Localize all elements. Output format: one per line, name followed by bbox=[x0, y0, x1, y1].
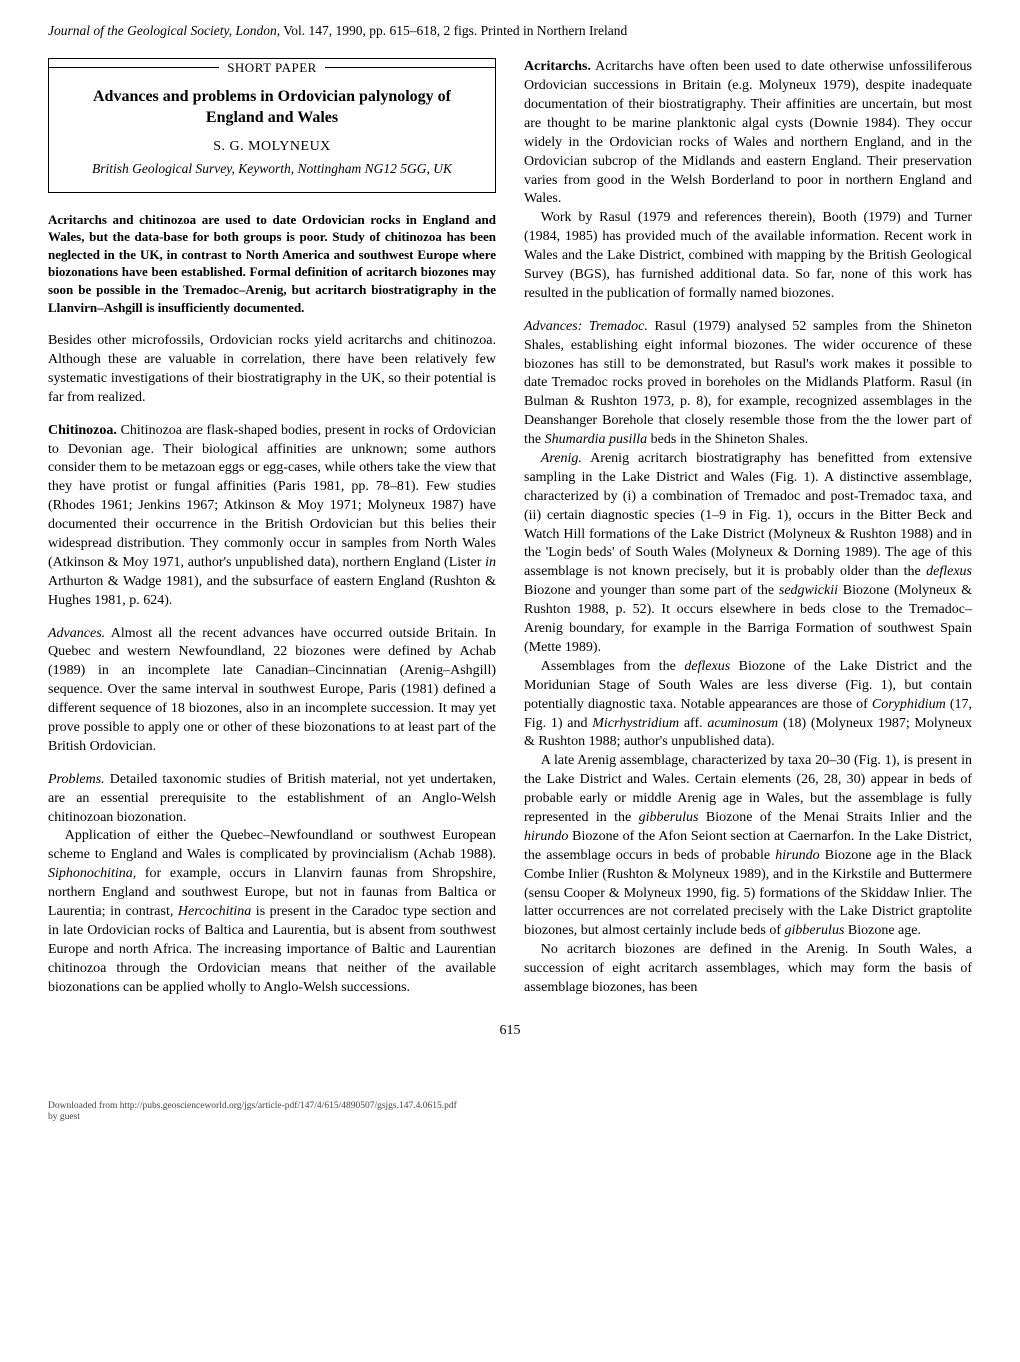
left-body: Besides other microfossils, Ordovician r… bbox=[48, 332, 496, 997]
paragraph: A late Arenig assemblage, characterized … bbox=[524, 752, 972, 941]
paper-title: Advances and problems in Ordovician paly… bbox=[67, 87, 477, 129]
running-header: Journal of the Geological Society, Londo… bbox=[48, 22, 972, 40]
footer-line-1: Downloaded from http://pubs.geosciencewo… bbox=[48, 1101, 972, 1112]
paragraph: Assemblages from the deflexus Biozone of… bbox=[524, 658, 972, 752]
paragraph: No acritarch biozones are defined in the… bbox=[524, 941, 972, 998]
paragraph: Besides other microfossils, Ordovician r… bbox=[48, 332, 496, 408]
short-paper-label: SHORT PAPER bbox=[227, 59, 317, 77]
abstract: Acritarchs and chitinozoa are used to da… bbox=[48, 211, 496, 316]
page-number: 615 bbox=[48, 1022, 972, 1041]
left-column: SHORT PAPER Advances and problems in Ord… bbox=[48, 58, 496, 998]
header-rest: Vol. 147, 1990, pp. 615–618, 2 figs. Pri… bbox=[280, 23, 627, 38]
two-column-layout: SHORT PAPER Advances and problems in Ord… bbox=[48, 58, 972, 998]
paragraph: Chitinozoa. Chitinozoa are flask-shaped … bbox=[48, 422, 496, 611]
title-box: SHORT PAPER Advances and problems in Ord… bbox=[48, 58, 496, 193]
paragraph: Application of either the Quebec–Newfoun… bbox=[48, 827, 496, 997]
paragraph: Work by Rasul (1979 and references there… bbox=[524, 209, 972, 303]
paragraph: Advances: Tremadoc. Rasul (1979) analyse… bbox=[524, 318, 972, 450]
rule-right bbox=[325, 67, 495, 68]
journal-name: Journal of the Geological Society, Londo… bbox=[48, 23, 280, 38]
affiliation: British Geological Survey, Keyworth, Not… bbox=[67, 160, 477, 178]
paragraph: Problems. Detailed taxonomic studies of … bbox=[48, 771, 496, 828]
right-column: Acritarchs. Acritarchs have often been u… bbox=[524, 58, 972, 998]
short-paper-divider: SHORT PAPER bbox=[49, 59, 495, 77]
author: S. G. MOLYNEUX bbox=[67, 138, 477, 157]
right-body: Acritarchs. Acritarchs have often been u… bbox=[524, 58, 972, 998]
paragraph: Arenig. Arenig acritarch biostratigraphy… bbox=[524, 450, 972, 658]
footer-line-2: by guest bbox=[48, 1112, 972, 1123]
paragraph: Advances. Almost all the recent advances… bbox=[48, 625, 496, 757]
paragraph: Acritarchs. Acritarchs have often been u… bbox=[524, 58, 972, 209]
download-footer: Downloaded from http://pubs.geosciencewo… bbox=[48, 1101, 972, 1124]
rule-left bbox=[49, 67, 219, 68]
